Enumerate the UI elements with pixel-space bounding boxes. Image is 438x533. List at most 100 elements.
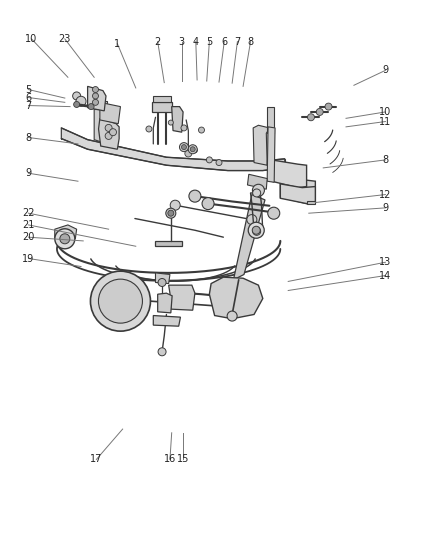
- Polygon shape: [99, 118, 119, 149]
- Text: 13: 13: [379, 257, 392, 267]
- Polygon shape: [247, 174, 267, 189]
- Circle shape: [192, 148, 198, 153]
- Polygon shape: [272, 160, 307, 188]
- Text: 2: 2: [155, 37, 161, 46]
- Circle shape: [216, 159, 222, 166]
- Polygon shape: [100, 102, 120, 124]
- Polygon shape: [172, 107, 183, 132]
- Circle shape: [99, 279, 142, 323]
- Polygon shape: [155, 273, 170, 284]
- Polygon shape: [94, 101, 107, 109]
- Text: 4: 4: [193, 37, 199, 46]
- Circle shape: [105, 124, 112, 132]
- Polygon shape: [88, 86, 106, 111]
- Circle shape: [268, 207, 280, 219]
- Text: 14: 14: [379, 271, 392, 280]
- Polygon shape: [155, 241, 182, 246]
- Circle shape: [325, 103, 332, 110]
- Polygon shape: [61, 128, 285, 171]
- Polygon shape: [253, 125, 269, 165]
- Circle shape: [252, 226, 260, 235]
- Circle shape: [252, 184, 265, 196]
- Circle shape: [188, 145, 197, 154]
- Circle shape: [88, 103, 94, 110]
- Text: 20: 20: [22, 232, 35, 242]
- Polygon shape: [307, 201, 315, 204]
- Circle shape: [92, 99, 99, 106]
- Circle shape: [92, 86, 99, 93]
- Text: 9: 9: [382, 203, 389, 213]
- Circle shape: [158, 348, 166, 356]
- Text: 7: 7: [25, 101, 32, 110]
- Circle shape: [253, 189, 261, 197]
- Text: 1: 1: [114, 39, 120, 49]
- Polygon shape: [153, 316, 180, 326]
- Circle shape: [166, 208, 176, 218]
- Circle shape: [105, 132, 112, 140]
- Polygon shape: [266, 131, 274, 166]
- Circle shape: [110, 128, 117, 136]
- Polygon shape: [152, 102, 172, 112]
- Text: 7: 7: [234, 37, 240, 46]
- Circle shape: [206, 157, 212, 163]
- Text: 10: 10: [379, 107, 392, 117]
- Polygon shape: [280, 176, 315, 204]
- Circle shape: [74, 101, 80, 108]
- Circle shape: [248, 222, 264, 238]
- Text: 9: 9: [25, 168, 32, 178]
- Circle shape: [181, 125, 187, 131]
- Circle shape: [73, 92, 81, 100]
- Circle shape: [247, 215, 257, 224]
- Polygon shape: [280, 184, 315, 204]
- Circle shape: [253, 227, 261, 236]
- Text: 6: 6: [25, 93, 32, 102]
- Circle shape: [76, 96, 86, 106]
- Text: 8: 8: [382, 155, 389, 165]
- Circle shape: [55, 229, 75, 249]
- Polygon shape: [158, 293, 172, 313]
- Text: 16: 16: [164, 455, 176, 464]
- Text: 19: 19: [22, 254, 35, 263]
- Text: 22: 22: [22, 208, 35, 218]
- Circle shape: [316, 108, 323, 116]
- Polygon shape: [209, 277, 263, 319]
- Polygon shape: [233, 195, 265, 280]
- Text: 5: 5: [25, 85, 32, 94]
- Text: 5: 5: [206, 37, 212, 46]
- Text: 23: 23: [59, 34, 71, 44]
- Polygon shape: [153, 96, 171, 102]
- Text: 15: 15: [177, 455, 189, 464]
- Text: 3: 3: [179, 37, 185, 46]
- Circle shape: [181, 144, 187, 150]
- Circle shape: [307, 114, 314, 121]
- Polygon shape: [55, 225, 77, 239]
- Circle shape: [170, 200, 180, 210]
- Polygon shape: [267, 107, 274, 133]
- Circle shape: [180, 143, 188, 151]
- Polygon shape: [94, 107, 107, 144]
- Text: 6: 6: [221, 37, 227, 46]
- Circle shape: [227, 311, 237, 321]
- Circle shape: [60, 234, 70, 244]
- Text: 9: 9: [382, 66, 389, 75]
- Text: 10: 10: [25, 34, 38, 44]
- Circle shape: [168, 120, 173, 125]
- Circle shape: [198, 127, 205, 133]
- Text: 8: 8: [25, 133, 32, 142]
- Circle shape: [92, 93, 99, 99]
- Text: 17: 17: [90, 455, 102, 464]
- Circle shape: [190, 147, 195, 152]
- Circle shape: [202, 198, 214, 209]
- Circle shape: [189, 190, 201, 202]
- Polygon shape: [169, 285, 195, 310]
- Circle shape: [185, 150, 192, 157]
- Text: 8: 8: [247, 37, 254, 46]
- Circle shape: [168, 210, 174, 216]
- Text: 11: 11: [379, 117, 392, 126]
- Text: 12: 12: [379, 190, 392, 199]
- Circle shape: [91, 271, 150, 331]
- Circle shape: [158, 278, 166, 287]
- Polygon shape: [267, 127, 275, 182]
- Text: 21: 21: [22, 220, 35, 230]
- Circle shape: [146, 126, 152, 132]
